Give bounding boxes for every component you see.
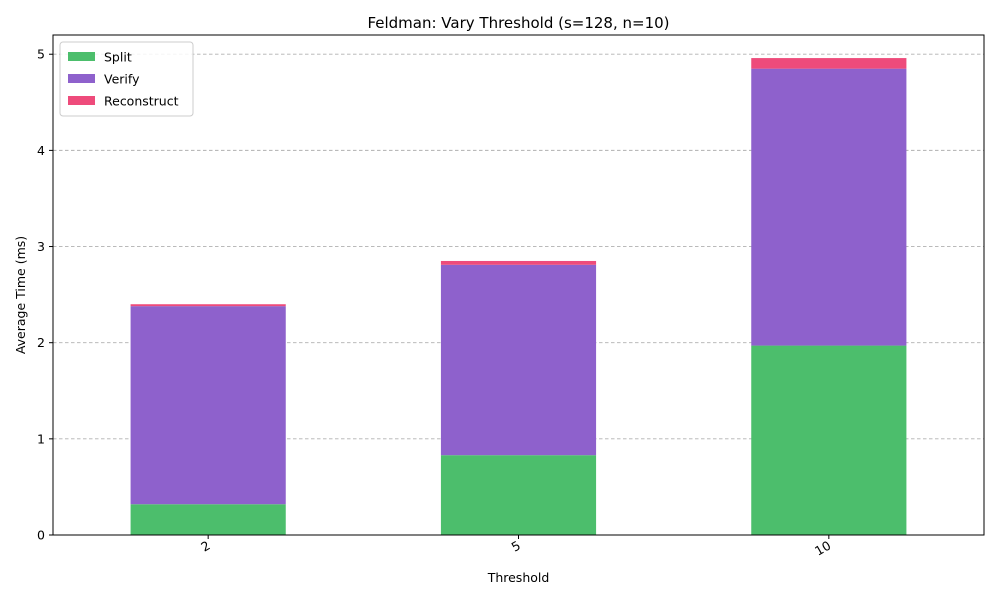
bar-verify-5	[440, 264, 597, 456]
bar-reconstruct-5	[440, 260, 597, 265]
y-tick-label: 3	[37, 239, 45, 254]
x-tick-label: 5	[509, 538, 523, 555]
bar-verify-10	[751, 68, 907, 346]
bar-reconstruct-10	[751, 58, 907, 69]
chart-title: Feldman: Vary Threshold (s=128, n=10)	[367, 14, 669, 32]
bar-split-5	[440, 455, 597, 535]
bar-split-2	[130, 504, 286, 535]
legend-swatch-verify	[68, 74, 95, 83]
y-tick-label: 4	[37, 143, 45, 158]
bar-verify-2	[130, 306, 286, 505]
legend-swatch-split	[68, 52, 95, 61]
legend-label-split: Split	[104, 50, 132, 65]
y-tick-label: 1	[37, 431, 45, 446]
y-tick-label: 2	[37, 335, 45, 350]
bar-split-10	[751, 345, 907, 535]
legend-swatch-reconstruct	[68, 96, 95, 105]
legend-label-verify: Verify	[104, 72, 140, 87]
x-tick-label: 10	[812, 538, 833, 559]
y-axis-label: Average Time (ms)	[13, 236, 28, 354]
x-tick-label: 2	[198, 538, 212, 555]
bar-reconstruct-2	[130, 304, 286, 307]
x-axis-label: Threshold	[487, 570, 550, 585]
y-tick-label: 0	[37, 528, 45, 543]
legend-label-reconstruct: Reconstruct	[104, 94, 179, 109]
legend: Split Verify Reconstruct	[59, 41, 194, 117]
bars	[130, 58, 907, 535]
y-tick-label: 5	[37, 47, 45, 62]
